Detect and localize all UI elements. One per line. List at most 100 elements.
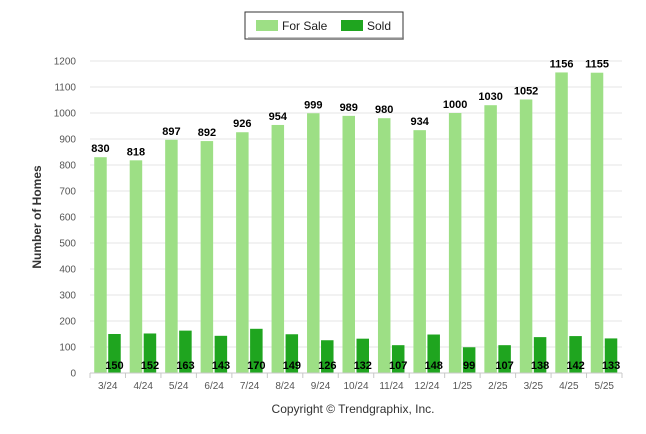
y-tick-label: 500	[59, 239, 76, 250]
bar-for-sale	[484, 105, 497, 373]
x-axis-ticks: 3/24 4/24 5/24 6/24 7/24 8/24 9/24 10/24 11/24 12…	[89, 373, 623, 392]
bar-for-sale	[555, 72, 568, 373]
data-label-for-sale: 1000	[443, 99, 467, 111]
data-label-for-sale: 989	[340, 102, 358, 114]
x-tick-label: 11/24	[379, 381, 404, 392]
bar-for-sale	[129, 160, 143, 373]
bar-sold	[179, 330, 192, 373]
bar-sold	[108, 334, 121, 373]
legend: For Sale Sold	[244, 11, 404, 40]
y-tick-label: 1200	[54, 57, 77, 68]
data-label-for-sale: 934	[411, 116, 430, 128]
bar-sold	[143, 333, 157, 373]
bar-for-sale	[413, 130, 426, 373]
data-label-for-sale: 1052	[514, 85, 538, 97]
data-label-for-sale: 830	[91, 143, 109, 155]
x-tick-label: 7/24	[240, 381, 260, 392]
data-label-sold: 150	[105, 360, 123, 372]
data-label-sold: 149	[283, 360, 301, 372]
bar-for-sale	[377, 118, 391, 373]
x-tick-label: 1/25	[453, 381, 473, 392]
legend-label-for-sale: For Sale	[282, 19, 328, 33]
x-tick-label: 3/25	[524, 381, 544, 392]
data-label-sold: 143	[212, 360, 230, 372]
data-label-sold: 138	[531, 360, 549, 372]
legend-shadow	[248, 37, 404, 40]
data-label-sold: 132	[354, 360, 372, 372]
data-label-for-sale: 954	[269, 111, 288, 123]
bar-for-sale	[307, 113, 320, 373]
bar-sold	[604, 338, 618, 373]
x-tick-label: 8/24	[275, 381, 295, 392]
y-tick-label: 1000	[54, 109, 77, 120]
bar-sold	[569, 336, 582, 373]
data-label-sold: 148	[425, 360, 443, 372]
data-label-sold: 133	[602, 360, 620, 372]
x-tick-label: 4/24	[133, 381, 153, 392]
bar-sold	[321, 340, 334, 373]
bar-sold	[356, 338, 369, 373]
bar-sold	[214, 335, 228, 373]
data-label-for-sale: 1155	[585, 59, 609, 71]
y-tick-label: 0	[70, 369, 76, 380]
bar-for-sale	[448, 113, 462, 373]
gridlines	[90, 60, 622, 348]
legend-swatch-sold	[341, 20, 363, 31]
data-label-for-sale: 892	[198, 127, 216, 139]
x-tick-label: 5/24	[169, 381, 189, 392]
data-label-for-sale: 1156	[550, 58, 574, 70]
bar-for-sale	[200, 141, 214, 373]
bar-for-sale	[590, 72, 604, 373]
y-axis-title: Number of Homes	[30, 165, 44, 269]
x-tick-label: 10/24	[343, 381, 368, 392]
bar-for-sale	[519, 99, 533, 373]
y-tick-label: 100	[59, 343, 76, 354]
x-tick-label: 4/25	[559, 381, 579, 392]
y-tick-label: 400	[59, 265, 76, 276]
bar-for-sale	[236, 132, 249, 373]
data-label-sold: 126	[318, 360, 336, 372]
bars: 830 150 818 152 897 163 892 143 926 170 954 149 999 1…	[91, 58, 620, 374]
data-label-sold: 99	[463, 360, 475, 372]
legend-label-sold: Sold	[367, 19, 391, 33]
x-tick-label: 2/25	[488, 381, 508, 392]
y-axis-ticks: 0 100 200 300 400 500 600 700 800 900 1000 1100 1200	[54, 57, 77, 380]
copyright-text: Copyright © Trendgraphix, Inc.	[272, 402, 435, 416]
data-label-for-sale: 999	[304, 99, 322, 111]
bar-for-sale	[165, 139, 178, 373]
x-tick-label: 3/24	[98, 381, 118, 392]
bar-sold	[427, 334, 440, 373]
data-label-for-sale: 926	[233, 118, 251, 130]
bar-sold	[533, 337, 547, 373]
x-tick-label: 6/24	[204, 381, 224, 392]
legend-swatch-for-sale	[256, 20, 278, 31]
data-label-sold: 152	[141, 360, 159, 372]
y-tick-label: 1100	[54, 83, 76, 94]
bar-sold	[462, 347, 476, 373]
data-label-sold: 163	[176, 360, 194, 372]
data-label-sold: 107	[495, 360, 513, 372]
y-tick-label: 200	[59, 317, 76, 328]
data-label-sold: 107	[389, 360, 407, 372]
y-tick-label: 300	[59, 291, 76, 302]
bar-sold	[391, 345, 405, 373]
y-tick-label: 700	[59, 187, 76, 198]
bar-sold	[285, 334, 299, 373]
data-label-for-sale: 1030	[478, 91, 502, 103]
data-label-for-sale: 980	[375, 104, 393, 116]
data-label-sold: 142	[566, 360, 584, 372]
bar-for-sale	[94, 157, 107, 373]
bar-sold	[250, 328, 263, 373]
y-tick-label: 600	[59, 213, 76, 224]
bar-for-sale	[271, 124, 285, 374]
y-tick-label: 900	[59, 135, 76, 146]
y-tick-label: 800	[59, 161, 76, 172]
x-tick-label: 12/24	[414, 381, 439, 392]
data-label-for-sale: 897	[162, 126, 180, 138]
data-label-for-sale: 818	[127, 146, 145, 158]
bar-for-sale	[342, 115, 355, 374]
x-tick-label: 5/25	[595, 381, 615, 392]
bar-sold	[498, 345, 511, 373]
data-label-sold: 170	[247, 360, 265, 372]
